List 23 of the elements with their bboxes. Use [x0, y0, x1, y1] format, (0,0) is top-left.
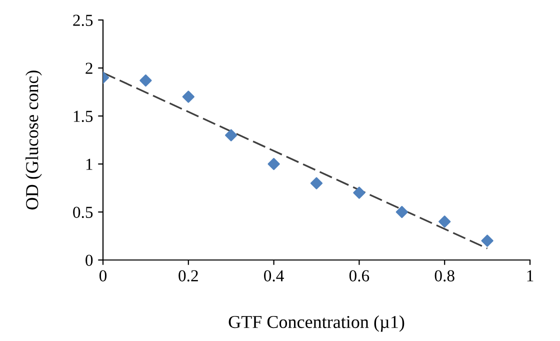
y-tick-label: 0.5 — [73, 206, 93, 218]
y-tick-label: 0 — [86, 254, 93, 266]
point — [182, 90, 194, 103]
point — [353, 186, 366, 199]
y-tick-label: 1.5 — [74, 110, 93, 122]
y-axis-title: OD (Glucose conc) — [26, 70, 42, 210]
point — [438, 216, 451, 228]
x-tick-label: 0 — [99, 270, 107, 282]
point — [140, 74, 152, 87]
point — [481, 234, 494, 247]
x-tick-label: 0.6 — [349, 270, 370, 282]
point — [225, 129, 238, 142]
point — [268, 158, 280, 170]
point — [396, 206, 408, 218]
y-tick-label: 2.5 — [73, 14, 93, 26]
x-tick-label: 0.8 — [434, 270, 454, 282]
x-tick-label: 0.4 — [264, 270, 284, 282]
y-tick-label: 2 — [86, 62, 92, 74]
y-tick-label: 1 — [86, 158, 92, 170]
x-tick-label: 1 — [527, 270, 534, 282]
x-tick-label: 0.2 — [178, 270, 198, 282]
point — [310, 177, 323, 190]
x-axis-title: GTF Concentration (µ1) — [228, 315, 404, 332]
